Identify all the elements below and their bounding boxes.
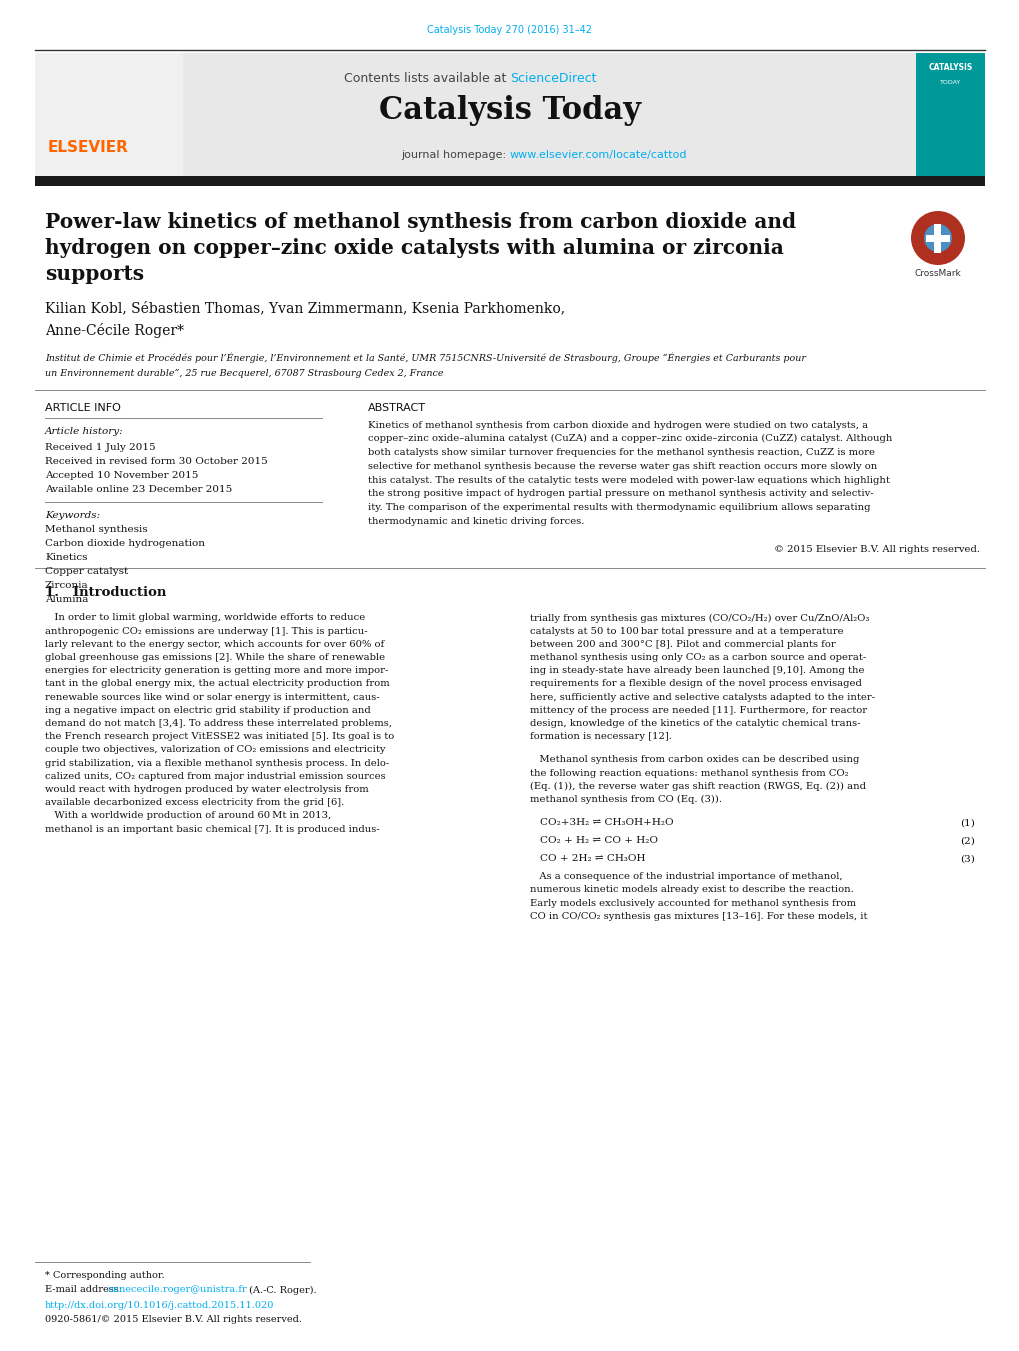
Text: mittency of the process are needed [11]. Furthermore, for reactor: mittency of the process are needed [11].… <box>530 707 866 715</box>
Text: methanol synthesis using only CO₂ as a carbon source and operat-: methanol synthesis using only CO₂ as a c… <box>530 653 865 662</box>
Text: TODAY: TODAY <box>940 80 961 85</box>
Text: Article history:: Article history: <box>45 427 123 436</box>
Text: ing in steady-state have already been launched [9,10]. Among the: ing in steady-state have already been la… <box>530 666 864 676</box>
Text: the French research project VitESSE2 was initiated [5]. Its goal is to: the French research project VitESSE2 was… <box>45 732 394 742</box>
Text: energies for electricity generation is getting more and more impor-: energies for electricity generation is g… <box>45 666 388 676</box>
Text: * Corresponding author.: * Corresponding author. <box>45 1271 164 1281</box>
Text: (3): (3) <box>959 854 974 863</box>
Circle shape <box>910 211 964 265</box>
Text: Received in revised form 30 October 2015: Received in revised form 30 October 2015 <box>45 457 268 466</box>
Text: couple two objectives, valorization of CO₂ emissions and electricity: couple two objectives, valorization of C… <box>45 746 385 754</box>
Text: Kilian Kobl, Sébastien Thomas, Yvan Zimmermann, Ksenia Parkhomenko,: Kilian Kobl, Sébastien Thomas, Yvan Zimm… <box>45 301 565 315</box>
Text: CATALYSIS: CATALYSIS <box>928 63 972 73</box>
Bar <box>35 176 984 186</box>
Text: design, knowledge of the kinetics of the catalytic chemical trans-: design, knowledge of the kinetics of the… <box>530 719 860 728</box>
Text: CO₂ + H₂ ⇌ CO + H₂O: CO₂ + H₂ ⇌ CO + H₂O <box>539 836 657 846</box>
Text: www.elsevier.com/locate/cattod: www.elsevier.com/locate/cattod <box>510 150 687 159</box>
Text: (1): (1) <box>959 819 974 827</box>
Text: here, sufficiently active and selective catalysts adapted to the inter-: here, sufficiently active and selective … <box>530 693 874 701</box>
Text: Anne-Cécile Roger*: Anne-Cécile Roger* <box>45 323 183 338</box>
Bar <box>933 224 941 253</box>
Text: ScienceDirect: ScienceDirect <box>510 72 596 85</box>
Circle shape <box>923 224 951 253</box>
Text: selective for methanol synthesis because the reverse water gas shift reaction oc: selective for methanol synthesis because… <box>368 462 876 471</box>
Text: the following reaction equations: methanol synthesis from CO₂: the following reaction equations: methan… <box>530 769 848 778</box>
Text: un Environnement durable”, 25 rue Becquerel, 67087 Strasbourg Cedex 2, France: un Environnement durable”, 25 rue Becque… <box>45 370 443 378</box>
Text: © 2015 Elsevier B.V. All rights reserved.: © 2015 Elsevier B.V. All rights reserved… <box>773 546 979 554</box>
Text: formation is necessary [12].: formation is necessary [12]. <box>530 732 672 742</box>
Text: ABSTRACT: ABSTRACT <box>368 403 426 413</box>
Text: both catalysts show similar turnover frequencies for the methanol synthesis reac: both catalysts show similar turnover fre… <box>368 449 874 457</box>
Text: ity. The comparison of the experimental results with thermodynamic equilibrium a: ity. The comparison of the experimental … <box>368 504 869 512</box>
Text: Methanol synthesis from carbon oxides can be described using: Methanol synthesis from carbon oxides ca… <box>530 755 859 765</box>
Text: Catalysis Today 270 (2016) 31–42: Catalysis Today 270 (2016) 31–42 <box>427 26 592 35</box>
Bar <box>915 53 984 178</box>
Text: demand do not match [3,4]. To address these interrelated problems,: demand do not match [3,4]. To address th… <box>45 719 391 728</box>
Text: calized units, CO₂ captured from major industrial emission sources: calized units, CO₂ captured from major i… <box>45 771 385 781</box>
Bar <box>933 224 941 253</box>
Text: Available online 23 December 2015: Available online 23 December 2015 <box>45 485 232 493</box>
Text: (A.-C. Roger).: (A.-C. Roger). <box>246 1285 316 1294</box>
Text: annececile.roger@unistra.fr: annececile.roger@unistra.fr <box>108 1286 248 1294</box>
Text: grid stabilization, via a flexible methanol synthesis process. In delo-: grid stabilization, via a flexible metha… <box>45 759 389 767</box>
Bar <box>925 235 949 242</box>
Text: (Eq. (1)), the reverse water gas shift reaction (RWGS, Eq. (2)) and: (Eq. (1)), the reverse water gas shift r… <box>530 782 865 790</box>
Text: tant in the global energy mix, the actual electricity production from: tant in the global energy mix, the actua… <box>45 680 389 689</box>
Text: With a worldwide production of around 60 Mt in 2013,: With a worldwide production of around 60… <box>45 812 331 820</box>
Bar <box>35 53 182 178</box>
Text: trially from synthesis gas mixtures (CO/CO₂/H₂) over Cu/ZnO/Al₂O₃: trially from synthesis gas mixtures (CO/… <box>530 613 868 623</box>
Text: 0920-5861/© 2015 Elsevier B.V. All rights reserved.: 0920-5861/© 2015 Elsevier B.V. All right… <box>45 1315 302 1324</box>
Text: Early models exclusively accounted for methanol synthesis from: Early models exclusively accounted for m… <box>530 898 855 908</box>
Text: CO in CO/CO₂ synthesis gas mixtures [13–16]. For these models, it: CO in CO/CO₂ synthesis gas mixtures [13–… <box>530 912 866 921</box>
Text: As a consequence of the industrial importance of methanol,: As a consequence of the industrial impor… <box>530 873 842 881</box>
Text: CO₂+3H₂ ⇌ CH₃OH+H₂O: CO₂+3H₂ ⇌ CH₃OH+H₂O <box>539 819 673 827</box>
Text: ARTICLE INFO: ARTICLE INFO <box>45 403 121 413</box>
Text: Received 1 July 2015: Received 1 July 2015 <box>45 443 156 451</box>
Text: Kinetics of methanol synthesis from carbon dioxide and hydrogen were studied on : Kinetics of methanol synthesis from carb… <box>368 420 867 430</box>
Text: Zirconia: Zirconia <box>45 581 89 590</box>
Text: catalysts at 50 to 100 bar total pressure and at a temperature: catalysts at 50 to 100 bar total pressur… <box>530 627 843 636</box>
Bar <box>925 235 949 242</box>
Text: ELSEVIER: ELSEVIER <box>48 141 128 155</box>
Text: Contents lists available at: Contents lists available at <box>343 72 510 85</box>
Text: Alumina: Alumina <box>45 596 89 604</box>
Text: copper–zinc oxide–alumina catalyst (CuZA) and a copper–zinc oxide–zirconia (CuZZ: copper–zinc oxide–alumina catalyst (CuZA… <box>368 434 892 443</box>
Text: thermodynamic and kinetic driving forces.: thermodynamic and kinetic driving forces… <box>368 517 584 526</box>
Text: (2): (2) <box>959 836 974 846</box>
Text: anthropogenic CO₂ emissions are underway [1]. This is particu-: anthropogenic CO₂ emissions are underway… <box>45 627 367 636</box>
Text: global greenhouse gas emissions [2]. While the share of renewable: global greenhouse gas emissions [2]. Whi… <box>45 653 385 662</box>
Bar <box>35 53 915 178</box>
Text: larly relevant to the energy sector, which accounts for over 60% of: larly relevant to the energy sector, whi… <box>45 640 384 648</box>
Text: renewable sources like wind or solar energy is intermittent, caus-: renewable sources like wind or solar ene… <box>45 693 379 701</box>
Text: methanol synthesis from CO (Eq. (3)).: methanol synthesis from CO (Eq. (3)). <box>530 794 721 804</box>
Text: Institut de Chimie et Procédés pour l’Énergie, l’Environnement et la Santé, UMR : Institut de Chimie et Procédés pour l’Én… <box>45 353 805 363</box>
Text: Copper catalyst: Copper catalyst <box>45 567 128 577</box>
Text: would react with hydrogen produced by water electrolysis from: would react with hydrogen produced by wa… <box>45 785 369 794</box>
Text: CO + 2H₂ ⇌ CH₃OH: CO + 2H₂ ⇌ CH₃OH <box>539 854 645 863</box>
Text: Carbon dioxide hydrogenation: Carbon dioxide hydrogenation <box>45 539 205 549</box>
Text: Keywords:: Keywords: <box>45 511 100 520</box>
Text: journal homepage:: journal homepage: <box>401 150 510 159</box>
Text: Kinetics: Kinetics <box>45 554 88 562</box>
Text: Catalysis Today: Catalysis Today <box>379 95 640 126</box>
Text: http://dx.doi.org/10.1016/j.cattod.2015.11.020: http://dx.doi.org/10.1016/j.cattod.2015.… <box>45 1301 274 1309</box>
Text: Power-law kinetics of methanol synthesis from carbon dioxide and: Power-law kinetics of methanol synthesis… <box>45 212 796 232</box>
Text: Accepted 10 November 2015: Accepted 10 November 2015 <box>45 470 198 480</box>
Text: ing a negative impact on electric grid stability if production and: ing a negative impact on electric grid s… <box>45 707 370 715</box>
Text: methanol is an important basic chemical [7]. It is produced indus-: methanol is an important basic chemical … <box>45 824 379 834</box>
Text: 1.   Introduction: 1. Introduction <box>45 585 166 598</box>
Text: Methanol synthesis: Methanol synthesis <box>45 526 148 535</box>
Text: requirements for a flexible design of the novel process envisaged: requirements for a flexible design of th… <box>530 680 861 689</box>
Text: CrossMark: CrossMark <box>914 269 961 277</box>
Text: E-mail address:: E-mail address: <box>45 1286 125 1294</box>
Text: the strong positive impact of hydrogen partial pressure on methanol synthesis ac: the strong positive impact of hydrogen p… <box>368 489 872 499</box>
Text: numerous kinetic models already exist to describe the reaction.: numerous kinetic models already exist to… <box>530 885 853 894</box>
Text: between 200 and 300°C [8]. Pilot and commercial plants for: between 200 and 300°C [8]. Pilot and com… <box>530 640 835 648</box>
Text: this catalyst. The results of the catalytic tests were modeled with power-law eq: this catalyst. The results of the cataly… <box>368 476 889 485</box>
Text: hydrogen on copper–zinc oxide catalysts with alumina or zirconia: hydrogen on copper–zinc oxide catalysts … <box>45 238 784 258</box>
Text: supports: supports <box>45 263 144 284</box>
Text: In order to limit global warming, worldwide efforts to reduce: In order to limit global warming, worldw… <box>45 613 365 623</box>
Text: available decarbonized excess electricity from the grid [6].: available decarbonized excess electricit… <box>45 798 344 808</box>
